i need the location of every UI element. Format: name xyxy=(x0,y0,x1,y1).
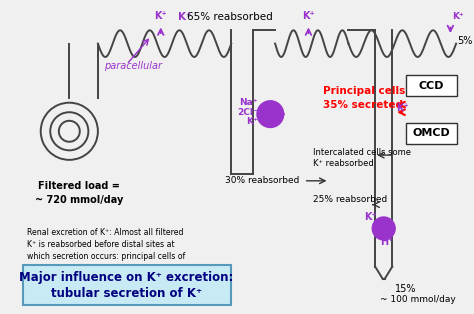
FancyBboxPatch shape xyxy=(406,75,457,96)
Text: K⁺: K⁺ xyxy=(452,12,464,21)
Text: K⁺: K⁺ xyxy=(302,11,315,21)
Text: 25% reabsorbed: 25% reabsorbed xyxy=(313,195,387,204)
Text: ~ 100 mmol/day: ~ 100 mmol/day xyxy=(380,295,456,304)
Text: Na⁺: Na⁺ xyxy=(239,98,258,107)
Text: K⁺: K⁺ xyxy=(396,103,409,113)
Text: Principal cells
35% secreted: Principal cells 35% secreted xyxy=(323,86,405,110)
Text: 5%: 5% xyxy=(457,36,473,46)
Text: Renal excretion of K⁺: Almost all filtered
K⁺ is reabsorbed before distal sites : Renal excretion of K⁺: Almost all filter… xyxy=(27,229,191,273)
Circle shape xyxy=(257,101,283,127)
Circle shape xyxy=(372,217,395,240)
Text: K⁺: K⁺ xyxy=(178,12,191,22)
FancyBboxPatch shape xyxy=(406,123,457,144)
Text: K⁺: K⁺ xyxy=(155,11,167,21)
Text: 15%: 15% xyxy=(395,284,417,295)
Text: paracellular: paracellular xyxy=(104,62,162,72)
Text: 30% reabsorbed: 30% reabsorbed xyxy=(226,176,300,185)
Text: OMCD: OMCD xyxy=(412,128,450,138)
Text: tubular secretion of K⁺: tubular secretion of K⁺ xyxy=(51,287,202,300)
Text: Major influence on K⁺ excretion:: Major influence on K⁺ excretion: xyxy=(19,272,234,284)
Text: K⁺: K⁺ xyxy=(246,117,258,126)
Text: Intercalated cells some
K⁺ reabsorbed: Intercalated cells some K⁺ reabsorbed xyxy=(313,148,411,168)
Text: H⁺: H⁺ xyxy=(380,237,393,247)
Text: K⁺: K⁺ xyxy=(364,212,377,222)
FancyBboxPatch shape xyxy=(23,265,231,305)
Text: Filtered load =
~ 720 mmol/day: Filtered load = ~ 720 mmol/day xyxy=(35,181,123,205)
Text: 65% reabsorbed: 65% reabsorbed xyxy=(187,12,273,22)
Text: 2Cl⁻: 2Cl⁻ xyxy=(237,108,258,117)
Text: CCD: CCD xyxy=(419,81,444,90)
